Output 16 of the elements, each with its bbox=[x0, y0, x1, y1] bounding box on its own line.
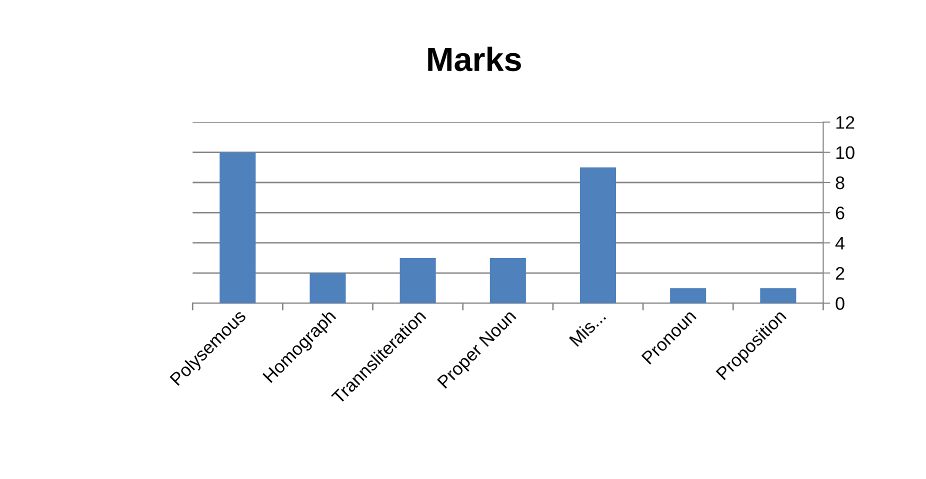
bar bbox=[670, 288, 706, 304]
y-tick-label: 10 bbox=[836, 146, 854, 160]
y-tick-label: 2 bbox=[836, 266, 844, 280]
bar bbox=[760, 288, 796, 304]
bar bbox=[490, 258, 526, 304]
bar bbox=[580, 167, 616, 304]
y-tick-label: 8 bbox=[836, 176, 844, 190]
chart-title: Marks bbox=[428, 46, 521, 72]
y-tick-label: 6 bbox=[836, 206, 844, 220]
bar bbox=[400, 258, 436, 304]
y-tick-label: 12 bbox=[836, 116, 854, 129]
x-tick-label: Mis... bbox=[568, 309, 606, 347]
bar bbox=[220, 152, 256, 304]
bar bbox=[310, 273, 346, 304]
y-tick-label: 4 bbox=[835, 236, 845, 250]
y-tick-label: 0 bbox=[836, 297, 844, 310]
